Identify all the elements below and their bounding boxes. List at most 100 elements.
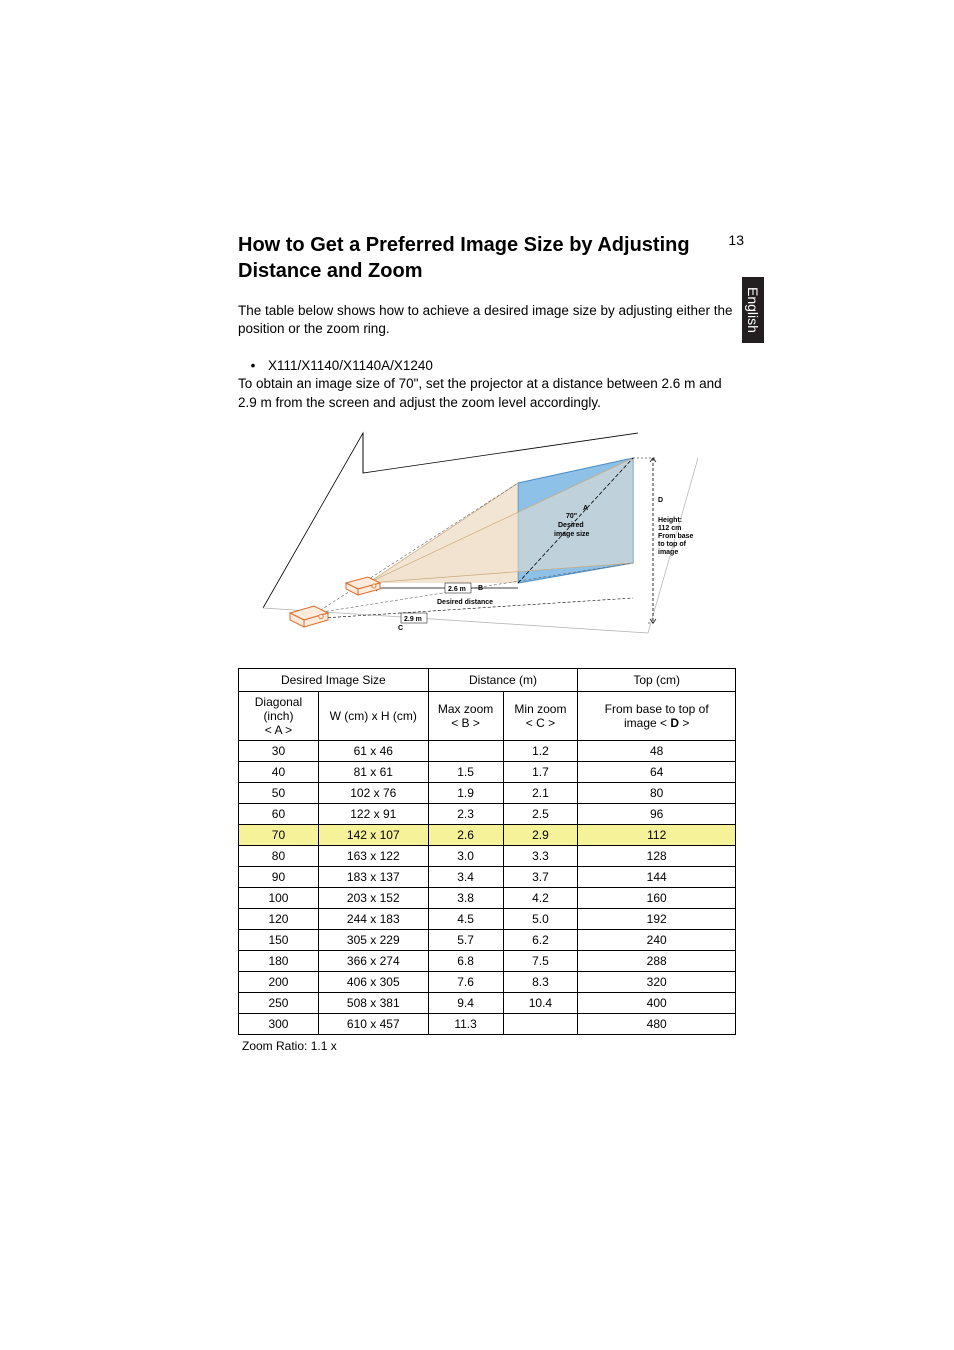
table-row: 3061 x 46 1.248 [239, 740, 736, 761]
table-row: 50102 x 761.92.180 [239, 782, 736, 803]
svg-text:C: C [398, 625, 403, 632]
subheader-minzoom: Min zoom< C > [503, 691, 578, 740]
table-group-header-row: Desired Image Size Distance (m) Top (cm) [239, 668, 736, 691]
table-row: 100203 x 1523.84.2160 [239, 887, 736, 908]
svg-text:Desired: Desired [558, 522, 584, 529]
table-cell: 8.3 [503, 971, 578, 992]
table-row: 250508 x 3819.410.4400 [239, 992, 736, 1013]
table-cell: 183 x 137 [318, 866, 428, 887]
table-cell: 144 [578, 866, 736, 887]
table-row: 120244 x 1834.55.0192 [239, 908, 736, 929]
table-row: 150305 x 2295.76.2240 [239, 929, 736, 950]
svg-text:2.9 m: 2.9 m [404, 616, 422, 623]
table-cell: 90 [239, 866, 319, 887]
models-text: X111/X1140/X1140A/X1240 [268, 358, 433, 373]
projection-diagram: A B C D 70" Desired image size Height: 1… [238, 428, 738, 648]
table-cell: 2.5 [503, 803, 578, 824]
table-cell: 5.7 [428, 929, 503, 950]
table-cell: 180 [239, 950, 319, 971]
svg-text:112 cm: 112 cm [658, 525, 681, 532]
svg-text:D: D [658, 497, 663, 504]
group-header-size: Desired Image Size [239, 668, 429, 691]
table-cell: 7.6 [428, 971, 503, 992]
table-cell: 100 [239, 887, 319, 908]
table-cell: 2.1 [503, 782, 578, 803]
table-cell: 2.3 [428, 803, 503, 824]
table-row: 70142 x 1072.62.9112 [239, 824, 736, 845]
table-cell: 1.5 [428, 761, 503, 782]
table-cell: 1.2 [503, 740, 578, 761]
table-cell: 2.9 [503, 824, 578, 845]
table-cell: 102 x 76 [318, 782, 428, 803]
table-cell [428, 740, 503, 761]
table-cell: 2.6 [428, 824, 503, 845]
table-cell: 30 [239, 740, 319, 761]
svg-text:to top of: to top of [658, 541, 687, 548]
table-cell: 48 [578, 740, 736, 761]
table-row: 60122 x 912.32.596 [239, 803, 736, 824]
subheader-diagonal: Diagonal (inch)< A > [239, 691, 319, 740]
svg-text:image size: image size [554, 531, 590, 538]
table-cell: 6.2 [503, 929, 578, 950]
table-cell: 70 [239, 824, 319, 845]
table-row: 80163 x 1223.03.3128 [239, 845, 736, 866]
table-cell: 163 x 122 [318, 845, 428, 866]
table-cell: 7.5 [503, 950, 578, 971]
table-cell: 150 [239, 929, 319, 950]
table-row: 90183 x 1373.43.7144 [239, 866, 736, 887]
example-paragraph: To obtain an image size of 70", set the … [238, 375, 738, 411]
table-cell: 1.9 [428, 782, 503, 803]
table-cell: 192 [578, 908, 736, 929]
table-cell: 61 x 46 [318, 740, 428, 761]
table-cell: 250 [239, 992, 319, 1013]
zoom-ratio-note: Zoom Ratio: 1.1 x [242, 1039, 738, 1053]
group-header-distance: Distance (m) [428, 668, 578, 691]
models-bullet: • X111/X1140/X1140A/X1240 [238, 358, 738, 373]
table-cell: 406 x 305 [318, 971, 428, 992]
table-cell: 96 [578, 803, 736, 824]
table-cell: 120 [239, 908, 319, 929]
table-cell: 203 x 152 [318, 887, 428, 908]
subheader-frombase: From base to top of image < D > [578, 691, 736, 740]
subheader-d-line2: image < D > [624, 716, 689, 730]
table-cell: 4.2 [503, 887, 578, 908]
table-cell: 3.4 [428, 866, 503, 887]
table-cell: 3.0 [428, 845, 503, 866]
table-cell: 480 [578, 1013, 736, 1034]
table-cell [503, 1013, 578, 1034]
table-cell: 112 [578, 824, 736, 845]
table-cell: 4.5 [428, 908, 503, 929]
table-cell: 10.4 [503, 992, 578, 1013]
group-header-top: Top (cm) [578, 668, 736, 691]
table-cell: 508 x 381 [318, 992, 428, 1013]
subheader-wh: W (cm) x H (cm) [318, 691, 428, 740]
table-cell: 80 [239, 845, 319, 866]
svg-text:2.6 m: 2.6 m [448, 586, 466, 593]
table-cell: 9.4 [428, 992, 503, 1013]
image-size-table: Desired Image Size Distance (m) Top (cm)… [238, 668, 736, 1035]
intro-paragraph: The table below shows how to achieve a d… [238, 302, 738, 338]
bullet-icon: • [238, 358, 268, 373]
svg-text:A: A [583, 505, 588, 512]
table-cell: 320 [578, 971, 736, 992]
table-cell: 610 x 457 [318, 1013, 428, 1034]
table-cell: 60 [239, 803, 319, 824]
table-cell: 200 [239, 971, 319, 992]
table-cell: 305 x 229 [318, 929, 428, 950]
table-cell: 244 x 183 [318, 908, 428, 929]
table-cell: 81 x 61 [318, 761, 428, 782]
table-cell: 40 [239, 761, 319, 782]
table-cell: 128 [578, 845, 736, 866]
table-row: 300610 x 45711.3480 [239, 1013, 736, 1034]
svg-text:Desired distance: Desired distance [437, 599, 493, 606]
subheader-maxzoom: Max zoom< B > [428, 691, 503, 740]
table-sub-header-row: Diagonal (inch)< A > W (cm) x H (cm) Max… [239, 691, 736, 740]
table-cell: 142 x 107 [318, 824, 428, 845]
table-cell: 288 [578, 950, 736, 971]
table-cell: 5.0 [503, 908, 578, 929]
table-row: 200406 x 3057.68.3320 [239, 971, 736, 992]
table-cell: 80 [578, 782, 736, 803]
svg-text:From base: From base [658, 533, 694, 540]
table-cell: 11.3 [428, 1013, 503, 1034]
svg-text:70": 70" [566, 513, 577, 520]
